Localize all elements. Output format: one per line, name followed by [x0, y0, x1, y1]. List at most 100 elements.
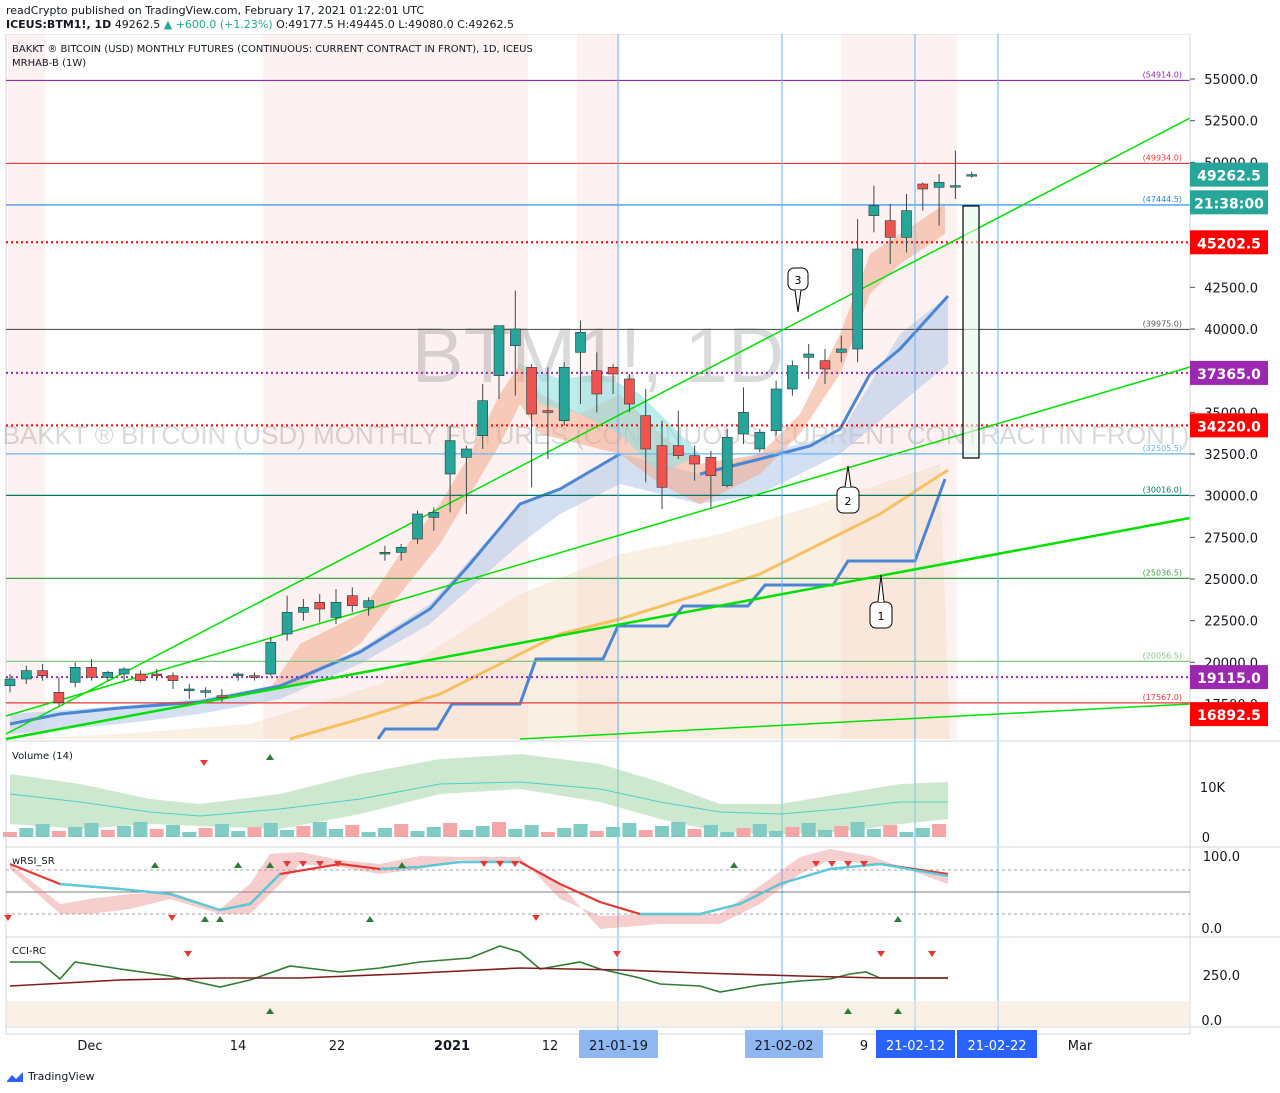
- cci-band: [6, 1001, 1190, 1026]
- volume-bar: [149, 829, 164, 837]
- date-axis[interactable]: Dec 14 22 2021 12 9 Mar 21-01-19 21-02-02 21-02-1…: [6, 1026, 1280, 1058]
- volume-bar: [866, 829, 881, 837]
- volume-axis-label: 0: [1202, 831, 1210, 846]
- rsi-sell-marker: [316, 861, 324, 867]
- date-highlight-bg: [579, 1030, 658, 1058]
- cci-sell-marker: [928, 951, 936, 957]
- candle-body: [37, 670, 48, 676]
- candle-body: [624, 378, 635, 405]
- volume-bar: [475, 826, 490, 837]
- price-label-bg: [1190, 665, 1268, 690]
- price-tick-label: 27500.0: [1204, 531, 1258, 546]
- price-label-text: 16892.5: [1197, 708, 1261, 724]
- cci-axis-label: 0.0: [1201, 1014, 1222, 1029]
- chart-frame: [5, 34, 1191, 1035]
- date-highlight-bg: [876, 1030, 955, 1058]
- highlight-band: [8, 34, 45, 739]
- volume-bar: [133, 822, 148, 837]
- sell-marker: [200, 760, 208, 766]
- candle-body: [330, 602, 342, 618]
- price-label-text: 49262.5: [1197, 169, 1261, 185]
- candle-body: [738, 412, 749, 435]
- volume-bar: [361, 832, 376, 837]
- candle-body: [20, 670, 32, 680]
- candle-body: [917, 183, 929, 190]
- candle-body: [640, 415, 652, 450]
- volume-bar: [117, 826, 132, 837]
- candle-body: [461, 448, 472, 458]
- symbol-quote-line: ICEUS:BTM1!, 1D 49262.5 ▲ +600.0 (+1.23%…: [6, 18, 514, 31]
- volume-bar: [182, 832, 197, 837]
- volume-bar: [459, 830, 474, 837]
- legend-indicator: MRHAB-B (1W): [12, 58, 86, 69]
- candle-body: [298, 607, 309, 613]
- volume-bar: [850, 822, 865, 837]
- candle-body: [656, 445, 668, 488]
- date-tick-label: 22: [329, 1039, 346, 1054]
- price-tick-label: 25000.0: [1204, 573, 1258, 588]
- highlight-band: [263, 34, 528, 739]
- price-tick-label: 30000.0: [1204, 490, 1258, 505]
- volume-bar: [703, 825, 718, 837]
- price-label-text: 21:38:00: [1194, 196, 1264, 212]
- volume-bar: [394, 824, 409, 837]
- candle-body: [428, 512, 440, 518]
- date-highlight-label: 21-01-19: [589, 1039, 648, 1054]
- volume-bar: [3, 832, 17, 837]
- cci-title: CCI-RC: [12, 946, 46, 957]
- rsi-buy-marker: [894, 916, 902, 922]
- volume-bar: [329, 829, 343, 837]
- rsi-sell-marker: [496, 861, 504, 867]
- horizontal-line-label: (47444.5): [1143, 195, 1182, 204]
- trend-lines: [5, 117, 1191, 741]
- volume-bar: [769, 831, 784, 837]
- callouts: 3 2 1: [787, 267, 893, 629]
- volume-bar: [296, 826, 311, 837]
- price-label-bg: [1190, 230, 1268, 255]
- volume-bar: [166, 825, 180, 837]
- date-highlight-label: 21-02-22: [967, 1039, 1026, 1054]
- candle-body: [901, 210, 912, 238]
- chart-canvas[interactable]: BTM1!, 1D BAKKT ® BITCOIN (USD) MONTHLY …: [0, 34, 1280, 1069]
- rsi-sell-marker: [283, 861, 291, 867]
- candle-body: [868, 205, 880, 216]
- step-line: [376, 478, 947, 740]
- tradingview-brand[interactable]: TradingView: [6, 1070, 94, 1083]
- volume-bar: [377, 828, 392, 837]
- candle-body: [803, 353, 815, 358]
- ma-blue-line: [9, 452, 621, 726]
- symbol-label: ICEUS:BTM1!, 1D: [6, 18, 112, 31]
- rsi-sell-marker: [480, 861, 488, 867]
- date-tick-label: 9: [860, 1039, 868, 1054]
- candle-body: [852, 248, 863, 350]
- volume-bar: [785, 827, 800, 837]
- candle-body: [86, 667, 97, 678]
- rsi-sell-marker: [860, 861, 868, 867]
- volume-bar: [19, 828, 34, 837]
- publisher-line: readCrypto published on TradingView.com,…: [6, 4, 425, 17]
- candle-body: [363, 600, 374, 608]
- candle-body: [4, 678, 16, 686]
- volume-bar: [280, 830, 295, 837]
- callout-1: 1: [869, 574, 893, 629]
- date-tick-label: Mar: [1068, 1039, 1093, 1054]
- candle-body: [933, 182, 945, 188]
- rsi-sell-marker: [334, 861, 342, 867]
- volume-bar: [573, 824, 588, 837]
- volume-title: Volume (14): [12, 751, 73, 762]
- volume-bar: [51, 831, 66, 837]
- rsi-sell-marker: [828, 861, 836, 867]
- volume-bar: [35, 824, 50, 837]
- rsi-buy-marker: [266, 862, 274, 868]
- price-tick-label: 55000.0: [1204, 73, 1258, 88]
- volume-cloud: [10, 754, 948, 834]
- candle-body: [754, 432, 766, 450]
- date-tick-label: Dec: [77, 1039, 102, 1054]
- price-labels: 49262.5 21:38:00 45202.5 37365.0 34220.0 1911…: [1190, 162, 1268, 727]
- candle-body: [102, 672, 114, 678]
- rsi-title: wRSI_SR: [12, 856, 55, 867]
- candle-body: [395, 547, 407, 553]
- date-highlight-label: 21-02-12: [886, 1039, 945, 1054]
- candle-body: [200, 690, 211, 693]
- volume-bar: [622, 823, 637, 837]
